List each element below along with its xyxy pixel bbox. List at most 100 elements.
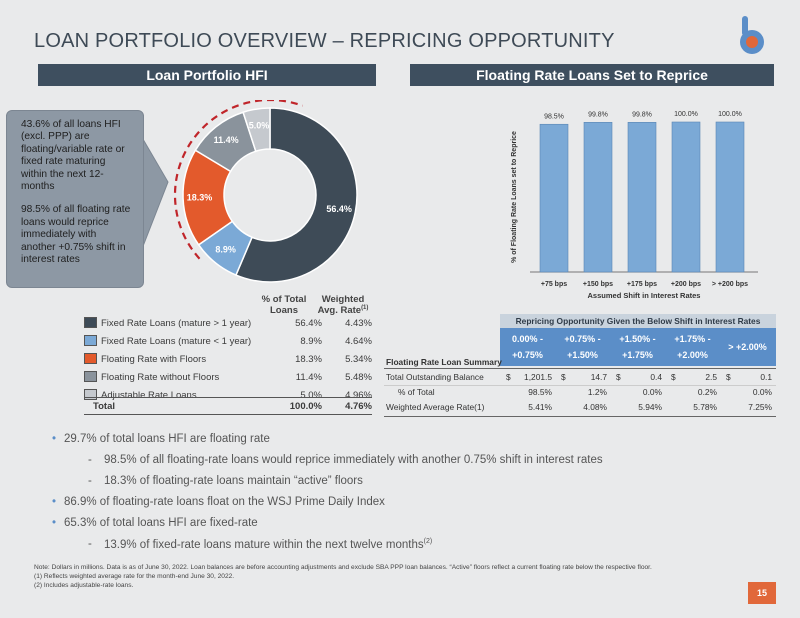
bar <box>583 121 613 273</box>
repricing-cell: 5.41% <box>528 402 552 412</box>
legend-row: Floating Rate without Floors 11.4% 5.48% <box>84 368 372 386</box>
legend-row: Fixed Rate Loans (mature > 1 year) 56.4% 4… <box>84 314 372 332</box>
dollar-sign: $ <box>561 372 566 382</box>
legend-label: Floating Rate with Floors <box>101 354 207 365</box>
repricing-col-header-line: +1.50% <box>567 350 598 360</box>
legend-pct: 8.9% <box>300 336 322 347</box>
bullet-dash: - <box>88 454 92 466</box>
donut-label-fixed-gt1: 56.4% <box>326 204 352 214</box>
page-title: LOAN PORTFOLIO OVERVIEW – REPRICING OPPO… <box>34 30 615 52</box>
legend-row: Fixed Rate Loans (mature < 1 year) 8.9% 4.… <box>84 332 372 350</box>
legend-total-row: Total 100.0% 4.76% <box>84 397 372 415</box>
repricing-cell: 0.0% <box>642 387 662 397</box>
bullet-dot: • <box>52 433 57 445</box>
loan-portfolio-donut: 56.4% 8.9% 18.3% 11.4% 5.0% <box>173 100 358 283</box>
x-tick-label: > +200 bps <box>712 281 748 288</box>
col-header-pct-line2: Loans <box>270 305 298 316</box>
col-header-pct: % of Total Loans <box>254 294 314 316</box>
donut-slice-adjustable <box>242 107 271 153</box>
repricing-cell: 0.2% <box>697 387 717 397</box>
legend-label: Floating Rate without Floors <box>101 372 220 383</box>
loan-portfolio-header: Loan Portfolio HFI <box>38 64 376 86</box>
repricing-col-header: > +2.00% <box>720 328 775 366</box>
footnote-1: (1) Reflects weighted average rate for t… <box>34 573 235 581</box>
repricing-row-label: Total Outstanding Balance <box>386 372 484 382</box>
dollar-sign: $ <box>506 372 511 382</box>
legend-swatch <box>84 353 97 364</box>
bar-data-label: 100.0% <box>674 111 698 118</box>
repricing-row: Total Outstanding Balance $1,201.5 $14.7 $0… <box>384 371 776 385</box>
repricing-cell: 1.2% <box>587 387 607 397</box>
dollar-sign: $ <box>671 372 676 382</box>
x-tick-label: +175 bps <box>627 281 657 288</box>
col-header-pct-line1: % of Total <box>261 294 307 305</box>
floating-rate-summary-label: Floating Rate Loan Summary <box>386 357 502 367</box>
x-tick-label: +200 bps <box>671 281 701 288</box>
repricing-cell: 2.5 <box>705 372 717 382</box>
legend-label: Adjustable Rate Loans <box>101 390 197 401</box>
legend-pct: 56.4% <box>295 318 322 329</box>
footnote-main: Note: Dollars in millions. Data is as of… <box>34 564 652 571</box>
y-axis-label: % of Floating Rate Loans set to Reprice <box>511 131 518 263</box>
legend-swatch <box>84 389 97 400</box>
repricing-col-header: +1.50% - +1.75% <box>610 328 665 366</box>
legend-swatch <box>84 317 97 328</box>
legend-rate: 4.96% <box>345 390 372 401</box>
bar <box>671 121 701 273</box>
bullet-text: 29.7% of total loans HFI are floating ra… <box>64 433 270 445</box>
repricing-cell: 5.94% <box>638 402 662 412</box>
legend-pct: 11.4% <box>295 372 322 383</box>
bar <box>539 123 569 273</box>
repricing-col-header-line: +0.75% <box>512 350 543 360</box>
bullet-dot: • <box>52 496 57 508</box>
repricing-col-header-line: +1.50% - <box>619 334 656 344</box>
bullet-dash: - <box>88 475 92 487</box>
legend-total-rate: 4.76% <box>345 401 372 412</box>
legend-swatch <box>84 371 97 382</box>
bar-data-label: 99.8% <box>588 111 608 118</box>
x-tick-label: +150 bps <box>583 281 613 288</box>
donut-label-adjustable: 5.0% <box>249 120 270 130</box>
legend-pct: 18.3% <box>295 354 322 365</box>
dollar-sign: $ <box>616 372 621 382</box>
callout-box: 43.6% of all loans HFI (excl. PPP) are f… <box>6 110 144 288</box>
legend-label: Fixed Rate Loans (mature > 1 year) <box>101 318 252 329</box>
repricing-col-header-line: +1.75% - <box>674 334 711 344</box>
legend-swatch <box>84 335 97 346</box>
donut-label-no-floors: 11.4% <box>214 135 239 145</box>
legend-total-label: Total <box>93 401 115 412</box>
callout-arrow <box>140 134 169 255</box>
legend-label: Fixed Rate Loans (mature < 1 year) <box>101 336 252 347</box>
repricing-col-header-line: > +2.00% <box>728 342 767 352</box>
col-header-rate-line1: Weighted <box>321 294 365 305</box>
bullet-text: 65.3% of total loans HFI are fixed-rate <box>64 517 258 529</box>
repricing-col-header-line: +0.75% - <box>564 334 601 344</box>
x-axis-label: Assumed Shift in Interest Rates <box>588 291 701 300</box>
bar-data-label: 98.5% <box>544 113 564 120</box>
floating-rate-header: Floating Rate Loans Set to Reprice <box>410 64 774 86</box>
legend-rate: 5.34% <box>345 354 372 365</box>
legend-total-pct: 100.0% <box>289 401 322 412</box>
repricing-row: % of Total 98.5% 1.2% 0.0% 0.2% 0.0% <box>384 386 776 400</box>
repricing-cell: 5.78% <box>693 402 717 412</box>
bar <box>715 121 745 273</box>
repricing-cell: 4.08% <box>583 402 607 412</box>
callout-text-1: 43.6% of all loans HFI (excl. PPP) are f… <box>21 119 125 193</box>
bullet-sup: (2) <box>423 538 433 545</box>
footnote-2: (2) Includes adjustable-rate loans. <box>34 582 134 590</box>
repricing-cell: 7.25% <box>748 402 772 412</box>
repricing-col-header: +1.75% - +2.00% <box>665 328 720 366</box>
x-tick-label: +75 bps <box>541 281 567 288</box>
repricing-cell: 98.5% <box>528 387 552 397</box>
footnotes: Note: Dollars in millions. Data is as of… <box>34 563 734 591</box>
repricing-cell: 14.7 <box>590 372 607 382</box>
legend-rate: 4.43% <box>345 318 372 329</box>
repricing-col-header-line: 0.00% - <box>511 334 544 344</box>
company-logo <box>740 16 764 54</box>
repricing-col-header-line: +1.75% <box>622 350 653 360</box>
reprice-bar-chart: 98.5% +75 bps 99.8% +150 bps 99.8% +175 bps 10… <box>511 111 758 300</box>
repricing-row-label: % of Total <box>398 387 435 397</box>
bullet-dash: - <box>88 538 92 550</box>
legend-row: Floating Rate with Floors 18.3% 5.34% <box>84 350 372 368</box>
bar <box>627 121 657 273</box>
